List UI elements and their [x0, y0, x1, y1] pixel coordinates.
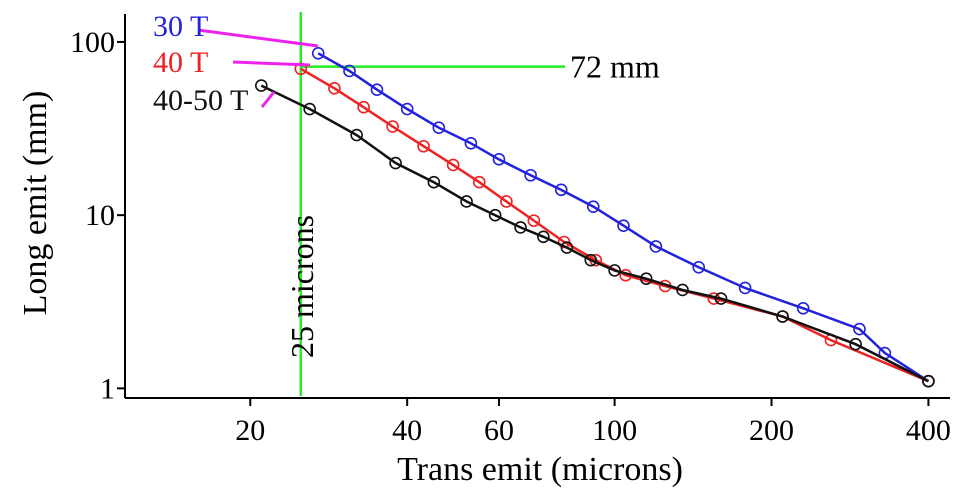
x-axis-title: Trans emit (microns): [397, 451, 683, 488]
data-point: [400, 102, 414, 116]
data-point: [586, 200, 600, 213]
legend-label: 40-50 T: [153, 84, 248, 117]
data-point: [350, 128, 363, 142]
legend-pointer: [197, 28, 319, 48]
y-axis-title: Long emit (mm): [17, 91, 54, 316]
data-point: [692, 261, 706, 274]
data-point: [303, 102, 316, 116]
legend-label: 30 T: [153, 10, 208, 43]
data-point: [492, 153, 506, 166]
data-point: [328, 82, 341, 95]
data-point: [922, 374, 935, 388]
vertical-guide-label: 25 microns: [284, 215, 320, 358]
plot-axes: [124, 14, 950, 399]
data-point: [584, 253, 598, 267]
x-tick-label: 400: [906, 414, 951, 447]
data-point: [311, 46, 325, 60]
data-point: [738, 281, 752, 295]
data-point: [849, 337, 862, 351]
data-point: [464, 136, 478, 150]
data-point: [386, 120, 399, 133]
y-tick-label: 10: [85, 199, 115, 232]
data-point: [500, 195, 513, 208]
data-point: [524, 168, 537, 182]
x-tick-label: 60: [484, 414, 514, 447]
data-point: [537, 230, 550, 244]
data-point: [446, 158, 460, 172]
series-line: [317, 52, 930, 383]
data-point: [417, 139, 430, 153]
data-point: [460, 195, 473, 208]
data-point: [714, 292, 728, 305]
data-point: [488, 208, 502, 222]
series-2: [255, 79, 935, 388]
data-point: [357, 100, 370, 114]
legend-label: 40 T: [153, 46, 208, 79]
data-point: [796, 301, 810, 315]
data-point: [389, 156, 402, 170]
legend-pointer: [260, 91, 276, 108]
data-point: [649, 240, 663, 253]
y-tick-label: 100: [70, 26, 115, 59]
series-group: [255, 46, 935, 388]
series-line: [300, 67, 929, 383]
data-point: [676, 283, 689, 297]
data-point: [255, 79, 268, 92]
legend-pointer: [232, 60, 311, 67]
data-point: [608, 264, 621, 277]
x-tick-label: 200: [749, 414, 794, 447]
data-point: [527, 214, 541, 227]
data-point: [776, 310, 789, 323]
y-tick-label: 1: [100, 372, 115, 405]
data-point: [370, 83, 384, 97]
data-point: [514, 221, 527, 234]
x-tick-label: 100: [592, 414, 637, 447]
x-tick-label: 20: [235, 414, 265, 447]
series-line: [260, 84, 929, 383]
data-point: [639, 272, 653, 285]
data-point: [472, 175, 486, 189]
data-point: [853, 322, 866, 336]
guide-lines: 72 mm 25 microns: [284, 12, 660, 396]
horizontal-guide-label: 72 mm: [570, 49, 660, 85]
tick-group: 20 40 60 100 200 400 1 10 100: [70, 26, 951, 447]
series-0: [311, 46, 935, 388]
data-point: [617, 219, 630, 232]
data-point: [432, 121, 446, 134]
legend: 30 T40 T 40-50 T: [153, 10, 319, 117]
data-point: [427, 175, 441, 189]
data-point: [560, 241, 574, 254]
data-point: [554, 183, 568, 197]
x-tick-label: 40: [392, 414, 422, 447]
data-point: [343, 64, 356, 78]
